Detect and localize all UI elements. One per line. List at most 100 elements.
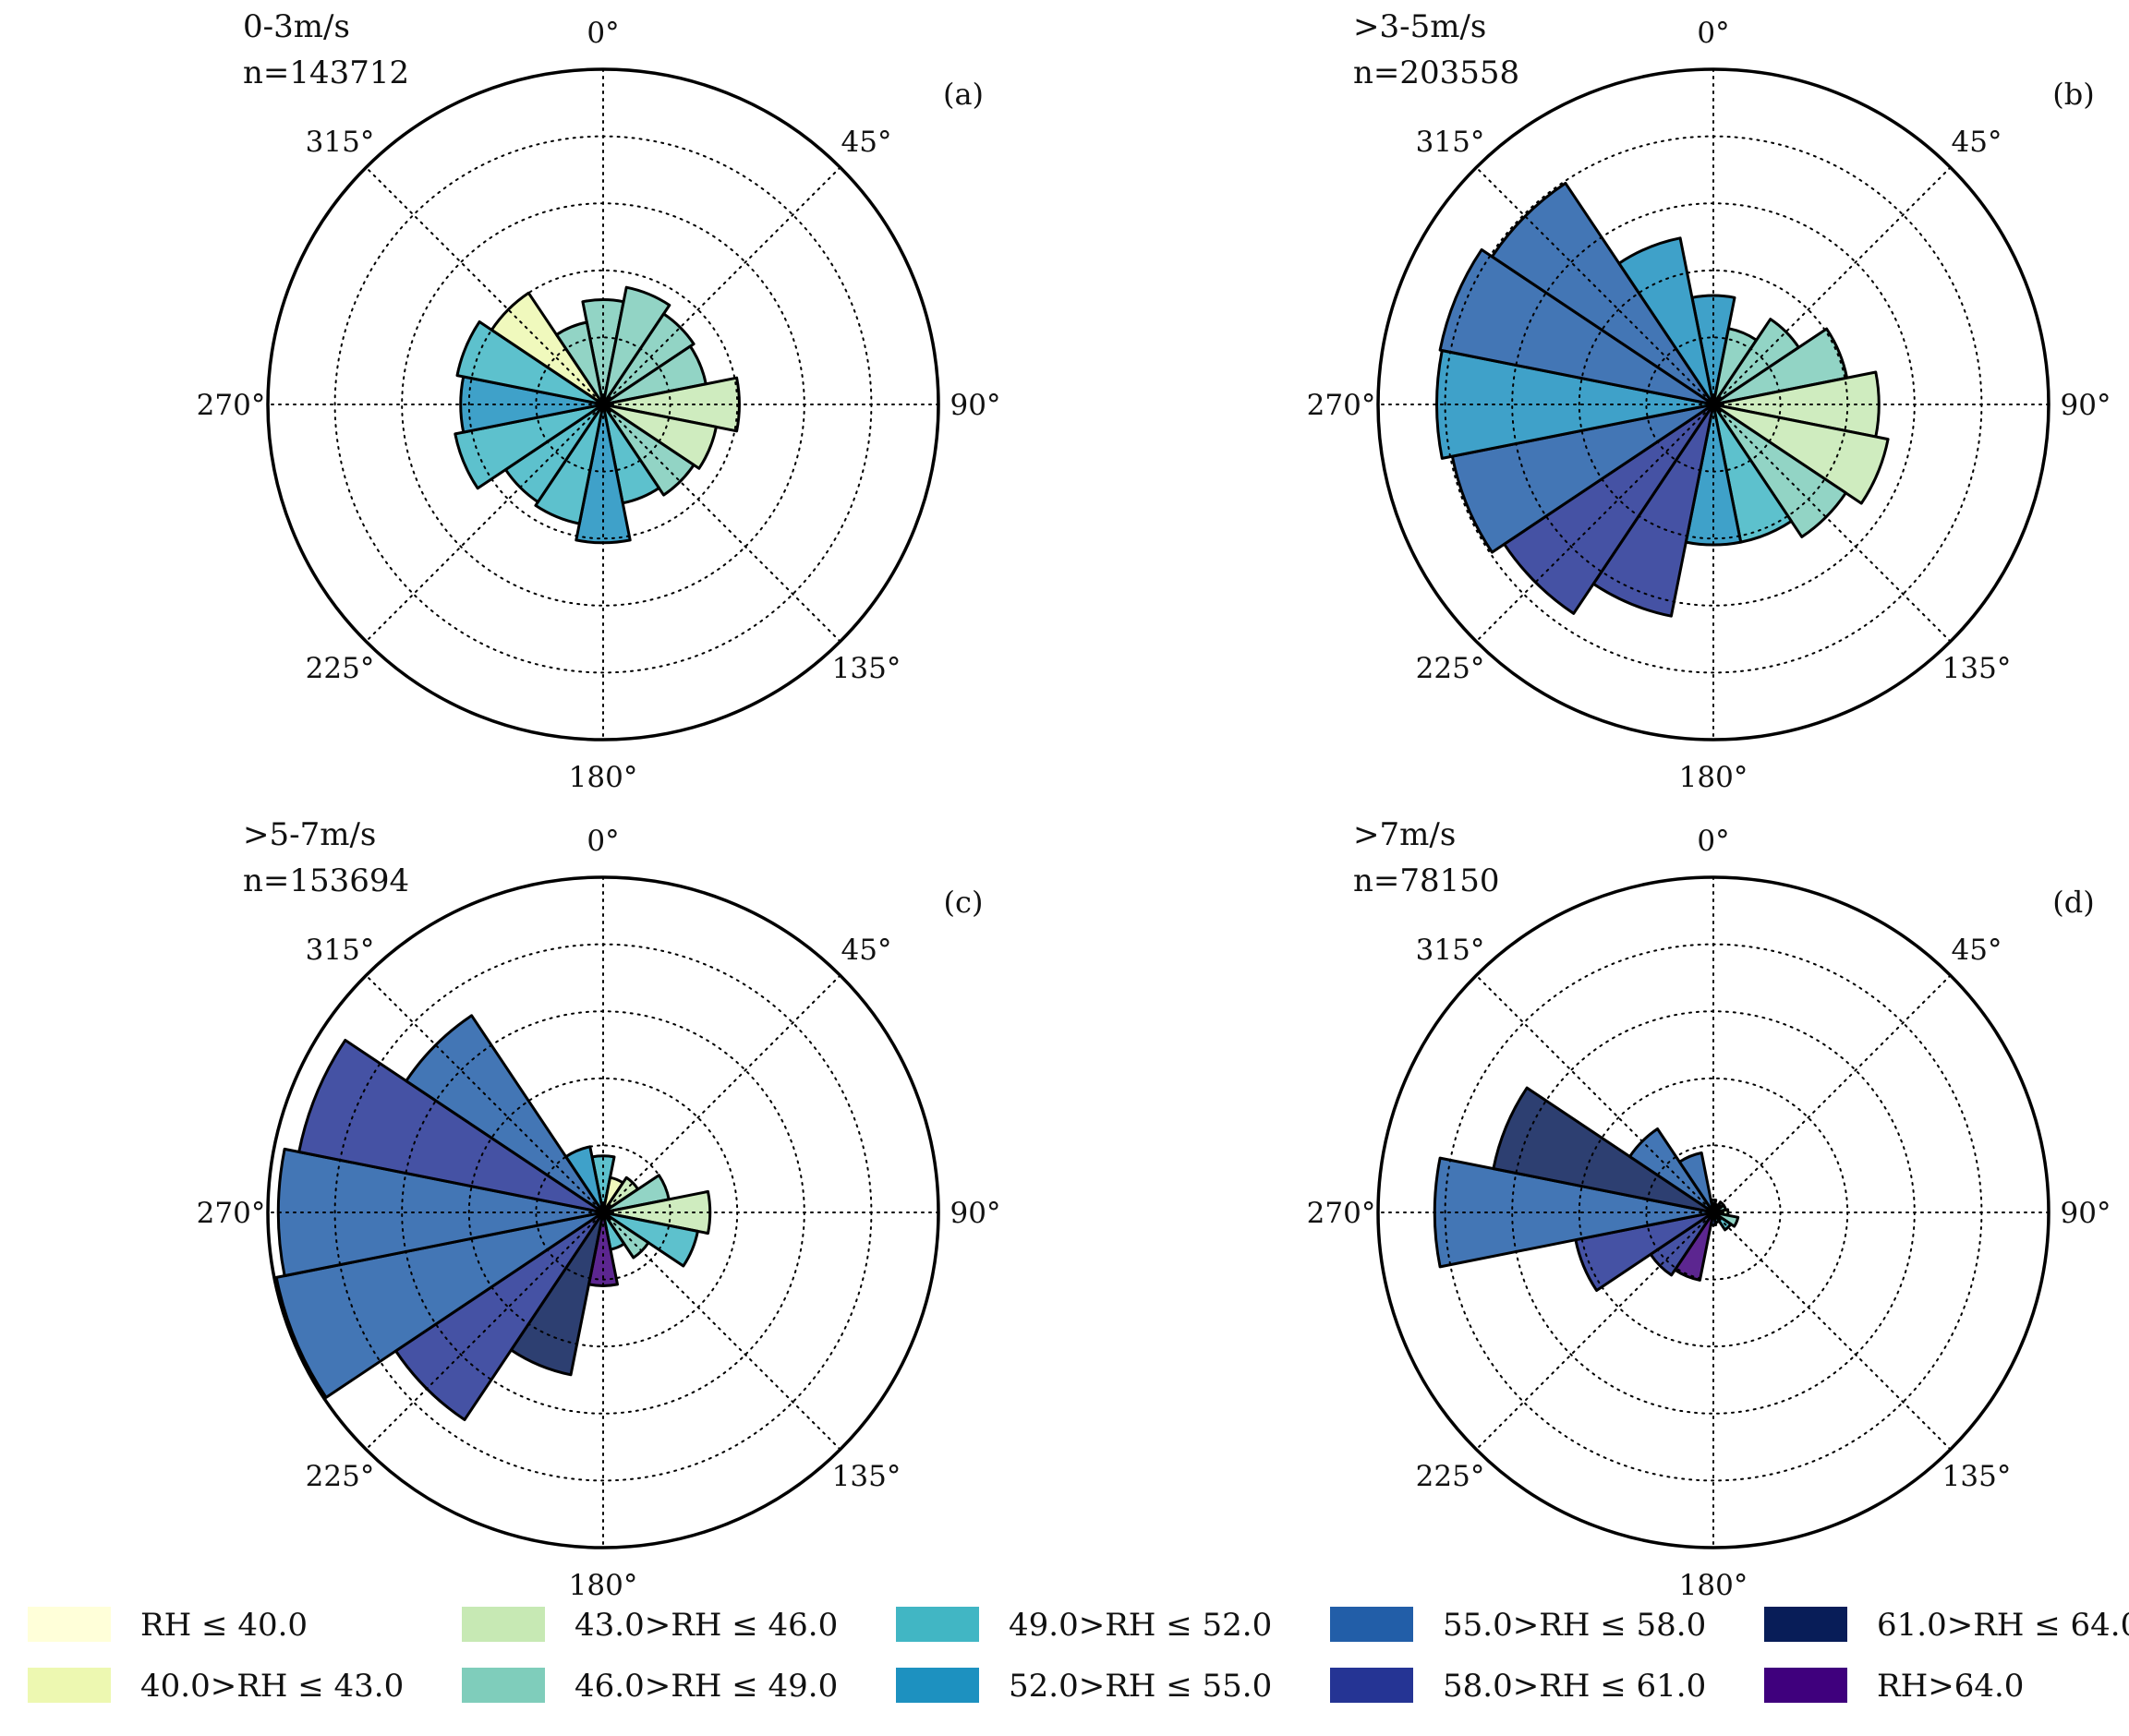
angle-tick-label: 135° xyxy=(1942,652,2012,685)
angular-gridline xyxy=(365,974,841,1451)
wind-rose-bar xyxy=(1677,1151,1715,1214)
legend-item: 46.0>RH ≤ 49.0 xyxy=(462,1668,838,1705)
panel-count: n=143712 xyxy=(243,54,409,91)
angle-tick-label: 315° xyxy=(1416,934,1485,967)
legend-label: 55.0>RH ≤ 58.0 xyxy=(1443,1607,1706,1644)
angle-tick-label: 90° xyxy=(2061,1197,2111,1230)
legend-swatch xyxy=(896,1607,979,1642)
angle-tick-label: 270° xyxy=(197,1197,266,1230)
angle-tick-label: 180° xyxy=(1679,761,1748,794)
legend-item: 55.0>RH ≤ 58.0 xyxy=(1330,1607,1706,1644)
angular-gridline xyxy=(1475,166,1952,643)
legend-swatch xyxy=(1764,1607,1847,1642)
wind-rose-bar xyxy=(601,403,718,470)
angle-tick-label: 45° xyxy=(1952,126,2002,159)
panel-tag: (d) xyxy=(2052,885,2094,920)
panel-tag: (c) xyxy=(944,885,984,920)
angle-tick-label: 180° xyxy=(569,761,638,794)
panel-tag: (b) xyxy=(2052,77,2094,112)
angle-tick-label: 315° xyxy=(1416,126,1485,159)
angle-tick-label: 180° xyxy=(1679,1569,1748,1602)
angle-tick-label: 225° xyxy=(1416,652,1485,685)
legend-label: RH>64.0 xyxy=(1877,1668,2024,1705)
angle-tick-label: 135° xyxy=(1942,1460,2012,1493)
angle-tick-label: 45° xyxy=(841,126,892,159)
polar-frame xyxy=(266,67,940,741)
angular-gridline xyxy=(365,166,841,643)
panel-speed-title: >3-5m/s xyxy=(1353,8,1486,45)
legend-label: 49.0>RH ≤ 52.0 xyxy=(1009,1607,1272,1644)
angle-tick-label: 90° xyxy=(2061,389,2111,422)
legend-item: 40.0>RH ≤ 43.0 xyxy=(28,1668,404,1705)
wind-rose-bar xyxy=(454,403,605,490)
legend-label: RH ≤ 40.0 xyxy=(140,1607,308,1644)
wind-rose-bar xyxy=(1712,403,1890,505)
legend-swatch xyxy=(1330,1607,1413,1642)
legend-label: 58.0>RH ≤ 61.0 xyxy=(1443,1668,1706,1705)
wind-rose-panel: 0° 45° 90° 135° 180° 225° 270° 315° >3-5m/s n=203… xyxy=(1307,8,2111,794)
angle-tick-label: 0° xyxy=(1697,825,1729,858)
legend-label: 40.0>RH ≤ 43.0 xyxy=(140,1668,404,1705)
panel-count: n=153694 xyxy=(243,862,409,899)
wind-rose-bar xyxy=(601,1211,699,1268)
polar-frame xyxy=(1376,875,2050,1549)
legend-swatch xyxy=(28,1607,111,1642)
angle-tick-label: 135° xyxy=(832,1460,901,1493)
legend-swatch xyxy=(1330,1668,1413,1703)
angle-tick-label: 180° xyxy=(569,1569,638,1602)
legend-swatch xyxy=(1764,1668,1847,1703)
angle-tick-label: 45° xyxy=(841,934,892,967)
legend-item: 61.0>RH ≤ 64.0 xyxy=(1764,1607,2129,1644)
wind-rose-panel: 0° 45° 90° 135° 180° 225° 270° 315° >7m/s n=78150… xyxy=(1307,816,2111,1602)
wind-rose-bar xyxy=(555,320,605,406)
wind-rose-bar xyxy=(1492,1086,1715,1214)
wind-rose-bar xyxy=(1438,247,1715,406)
wind-rose-bar xyxy=(455,320,605,406)
wind-rose-bar xyxy=(601,285,671,406)
angle-tick-label: 225° xyxy=(306,1460,375,1493)
angle-tick-label: 225° xyxy=(1416,1460,1485,1493)
wind-rose-bar xyxy=(1450,403,1715,554)
angular-gridline xyxy=(1475,974,1952,1451)
panel-speed-title: >7m/s xyxy=(1353,816,1456,853)
legend-swatch xyxy=(896,1668,979,1703)
angle-tick-label: 90° xyxy=(950,1197,1001,1230)
angle-tick-label: 270° xyxy=(1307,389,1376,422)
panels: 0° 45° 90° 135° 180° 225° 270° 315° 0-3m/s n=1437… xyxy=(197,8,2111,1602)
angle-tick-label: 90° xyxy=(950,389,1001,422)
legend: RH ≤ 40.0 40.0>RH ≤ 43.0 43.0>RH ≤ 46.0 46.… xyxy=(28,1607,2129,1705)
polar-frame xyxy=(266,875,940,1549)
legend-swatch xyxy=(462,1607,545,1642)
legend-item: 49.0>RH ≤ 52.0 xyxy=(896,1607,1272,1644)
legend-item: RH ≤ 40.0 xyxy=(28,1607,308,1644)
angle-tick-label: 0° xyxy=(1697,17,1729,50)
legend-item: 43.0>RH ≤ 46.0 xyxy=(462,1607,838,1644)
panel-count: n=203558 xyxy=(1353,54,1519,91)
legend-label: 61.0>RH ≤ 64.0 xyxy=(1877,1607,2129,1644)
wind-rose-panel: 0° 45° 90° 135° 180° 225° 270° 315° >5-7m/s n=153… xyxy=(197,816,1001,1602)
wind-rose-bar xyxy=(1617,236,1715,406)
angle-tick-label: 0° xyxy=(587,825,619,858)
angle-tick-label: 135° xyxy=(832,652,901,685)
angle-tick-label: 270° xyxy=(1307,1197,1376,1230)
panel-speed-title: 0-3m/s xyxy=(243,8,350,45)
wind-rose-bar xyxy=(297,1039,605,1214)
legend-label: 52.0>RH ≤ 55.0 xyxy=(1009,1668,1272,1705)
legend-label: 43.0>RH ≤ 46.0 xyxy=(575,1607,838,1644)
angle-tick-label: 0° xyxy=(587,17,619,50)
wind-rose-panel: 0° 45° 90° 135° 180° 225° 270° 315° 0-3m/s n=1437… xyxy=(197,8,1001,794)
angle-tick-label: 315° xyxy=(306,934,375,967)
wind-rose-bar xyxy=(274,1211,605,1399)
legend-item: 58.0>RH ≤ 61.0 xyxy=(1330,1668,1706,1705)
legend-swatch xyxy=(28,1668,111,1703)
legend-swatch xyxy=(462,1668,545,1703)
angle-tick-label: 45° xyxy=(1952,934,2002,967)
legend-item: RH>64.0 xyxy=(1764,1668,2024,1705)
angle-tick-label: 270° xyxy=(197,389,266,422)
panel-tag: (a) xyxy=(943,77,984,112)
angle-tick-label: 225° xyxy=(306,652,375,685)
wind-rose-bar xyxy=(534,403,605,525)
legend-item: 52.0>RH ≤ 55.0 xyxy=(896,1668,1272,1705)
polar-frame xyxy=(1376,67,2050,741)
